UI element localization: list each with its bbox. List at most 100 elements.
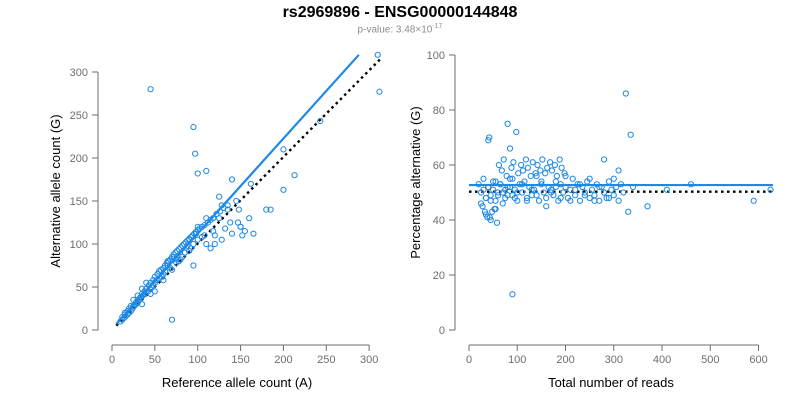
data-point bbox=[491, 205, 498, 213]
data-point bbox=[588, 186, 596, 193]
x-tick-label: 300 bbox=[360, 354, 378, 366]
data-point bbox=[177, 256, 184, 263]
x-tick-label: 0 bbox=[109, 354, 115, 366]
data-point bbox=[547, 186, 555, 193]
data-point bbox=[228, 230, 236, 237]
data-point bbox=[172, 249, 179, 256]
data-point bbox=[615, 167, 622, 174]
y-axis-title: Alternative allele count (G) bbox=[48, 114, 63, 267]
data-point bbox=[498, 167, 505, 174]
data-point bbox=[535, 197, 543, 204]
data-point bbox=[374, 51, 381, 58]
data-point bbox=[561, 170, 568, 177]
data-point bbox=[559, 189, 567, 196]
fit-line bbox=[115, 54, 360, 325]
data-point bbox=[190, 123, 197, 131]
data-point bbox=[487, 197, 494, 204]
data-point bbox=[567, 186, 574, 193]
x-tick-label: 200 bbox=[556, 354, 574, 366]
data-point bbox=[556, 156, 563, 163]
data-point bbox=[143, 279, 150, 286]
data-point bbox=[553, 172, 560, 180]
y-tick-label: 150 bbox=[70, 196, 88, 208]
data-point bbox=[528, 192, 535, 199]
data-point bbox=[543, 194, 550, 202]
data-point bbox=[532, 170, 539, 177]
data-point bbox=[506, 145, 514, 152]
data-point bbox=[546, 159, 554, 166]
data-point bbox=[203, 167, 210, 174]
data-point bbox=[605, 194, 613, 202]
data-point bbox=[540, 189, 547, 196]
data-point bbox=[608, 186, 615, 193]
data-point bbox=[280, 146, 287, 153]
data-point bbox=[481, 208, 489, 215]
data-point bbox=[487, 192, 494, 199]
data-point bbox=[494, 192, 502, 199]
data-point bbox=[515, 170, 522, 177]
x-tick-label: 200 bbox=[274, 354, 292, 366]
x-tick-label: 300 bbox=[605, 354, 623, 366]
data-point bbox=[130, 296, 137, 303]
data-point bbox=[644, 203, 651, 210]
data-point bbox=[490, 186, 497, 193]
data-point bbox=[203, 215, 210, 222]
data-point bbox=[504, 120, 511, 127]
data-point bbox=[147, 290, 154, 297]
data-point bbox=[572, 192, 579, 199]
x-tick-label: 100 bbox=[508, 354, 526, 366]
x-tick-label: 600 bbox=[749, 354, 767, 366]
data-point bbox=[495, 161, 503, 169]
data-point bbox=[203, 240, 210, 248]
data-point bbox=[767, 186, 774, 193]
data-point bbox=[750, 197, 757, 204]
y-tick-label: 300 bbox=[70, 67, 88, 79]
data-point bbox=[486, 134, 493, 141]
data-point bbox=[179, 242, 186, 249]
x-tick-label: 100 bbox=[189, 354, 207, 366]
data-point bbox=[170, 251, 177, 258]
data-point bbox=[601, 156, 608, 163]
data-point bbox=[485, 137, 492, 144]
data-point bbox=[168, 266, 176, 273]
data-point bbox=[227, 219, 234, 226]
data-point bbox=[558, 164, 565, 171]
data-point bbox=[263, 206, 270, 213]
p-value-text: p-value: 3.48×10 bbox=[357, 24, 433, 36]
data-point bbox=[534, 161, 541, 169]
x-axis-title: Reference allele count (A) bbox=[162, 375, 312, 390]
y-tick-label: 50 bbox=[76, 282, 88, 294]
data-point bbox=[562, 172, 569, 180]
x-tick-label: 50 bbox=[149, 354, 161, 366]
x-axis-title: Total number of reads bbox=[548, 375, 674, 390]
data-point bbox=[513, 128, 520, 136]
data-point bbox=[537, 167, 544, 174]
data-point bbox=[156, 268, 163, 275]
data-point bbox=[543, 203, 550, 210]
data-point bbox=[181, 249, 188, 256]
data-point bbox=[663, 186, 670, 193]
data-point bbox=[235, 206, 242, 213]
data-point bbox=[508, 164, 515, 171]
p-value-exponent: -17 bbox=[432, 23, 443, 30]
data-point bbox=[173, 259, 180, 267]
data-point bbox=[134, 292, 141, 299]
data-point bbox=[523, 197, 531, 204]
data-point bbox=[224, 202, 231, 209]
data-point bbox=[247, 180, 254, 187]
data-point bbox=[480, 175, 487, 182]
data-point bbox=[291, 172, 298, 179]
data-point bbox=[518, 161, 525, 169]
data-point bbox=[581, 192, 588, 199]
data-point bbox=[216, 193, 223, 200]
data-point bbox=[542, 170, 549, 177]
data-point bbox=[627, 131, 634, 138]
data-point bbox=[596, 197, 603, 204]
data-point bbox=[317, 117, 324, 125]
data-point bbox=[280, 186, 287, 193]
data-point bbox=[555, 197, 562, 204]
data-point bbox=[591, 192, 598, 199]
data-point bbox=[207, 245, 214, 252]
y-tick-label: 0 bbox=[82, 325, 88, 337]
chart-title: rs2969896 - ENSG00000144848 bbox=[282, 4, 518, 21]
